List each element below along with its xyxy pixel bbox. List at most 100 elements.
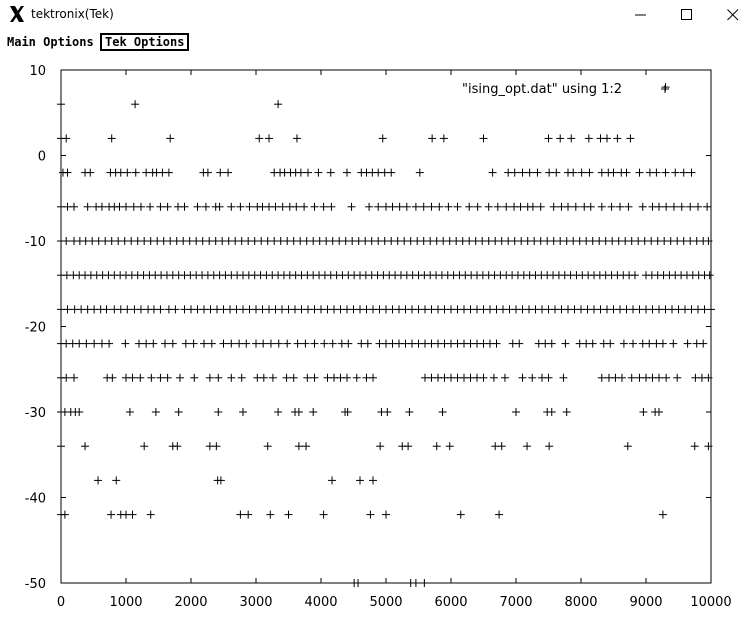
data-point [102,305,111,314]
data-point [189,339,198,348]
data-point [75,408,84,416]
data-point [328,339,337,348]
legend-marker-plus [661,85,669,93]
data-point [259,339,268,348]
data-point [227,202,236,211]
data-point [224,168,233,177]
data-point [343,373,351,382]
data-point [326,168,335,177]
data-point [619,339,628,348]
data-point [571,202,580,211]
data-point [661,168,670,177]
plot-area: 10 0 -10 -20 -30 -40 -50 0 1000 2000 3000 4000 5000… [25,64,732,610]
data-point [352,373,361,382]
data-point [239,408,247,416]
y-tick-label: -20 [25,321,46,336]
data-point [343,408,352,416]
data-point [203,168,212,177]
data-point [627,373,636,382]
data-point [705,271,714,280]
data-point [146,202,155,211]
data-point [492,339,501,348]
data-point [263,442,272,451]
close-button[interactable] [710,0,756,30]
data-point [147,373,156,382]
data-point [588,339,597,348]
x-tick-label: 0 [57,595,65,610]
data-point [679,168,688,177]
data-point [123,168,132,177]
data-point [122,202,130,211]
data-point [142,339,151,348]
data-point [515,339,524,348]
data-point [274,339,283,348]
data-point [686,202,695,211]
x-tick-label: 6000 [434,595,467,610]
data-point [502,202,511,211]
data-point [244,510,253,519]
data-point [347,202,356,211]
y-tick-label: 0 [38,150,46,165]
data-point [265,134,273,143]
data-point [63,305,72,314]
data-point [559,373,568,382]
x-logo-icon [10,6,24,22]
data-point [97,202,106,211]
data-point [310,202,319,211]
data-point [94,476,103,485]
data-point [617,373,626,382]
data-point [639,408,648,416]
data-point [545,442,554,451]
data-point [354,579,363,587]
x-tick-label: 10000 [690,595,731,610]
data-point [215,202,224,211]
data-point [655,408,663,416]
data-point [544,373,553,382]
data-point [622,168,631,177]
data-point [163,202,172,211]
data-point [303,373,312,382]
data-point [703,202,712,211]
data-point [669,339,678,348]
data-point [411,202,420,211]
menu-tek-options[interactable]: Tek Options [100,33,190,51]
data-point [193,202,202,211]
data-point [607,202,616,211]
data-point [274,408,283,416]
x-tick-label: 3000 [239,595,272,610]
data-point [107,134,116,143]
data-point [687,168,696,177]
data-point [296,168,305,177]
x-tick-label: 2000 [174,595,207,610]
data-point [283,339,292,348]
data-point [673,373,682,382]
data-point [259,373,268,382]
data-point [294,442,303,451]
data-point [268,373,277,382]
data-point [128,373,137,382]
maximize-button[interactable] [664,0,710,30]
data-point [227,373,236,382]
data-point [90,339,99,348]
menu-bar: Main Options Tek Options [0,32,756,52]
data-point [219,339,228,348]
minimize-button[interactable] [618,0,664,30]
data-point [616,202,624,211]
data-point [156,305,165,314]
data-point [320,339,329,348]
data-point [282,373,291,382]
data-point [525,168,534,177]
data-point [328,476,337,485]
legend-label: "ising_opt.dat" using 1:2 [462,82,622,97]
data-point [146,510,155,519]
menu-main-options[interactable]: Main Options [7,35,94,49]
data-point [655,202,663,211]
data-point [86,168,95,177]
data-point [435,202,444,211]
data-point [302,442,311,451]
data-point [569,168,578,177]
data-point [585,168,594,177]
data-point [683,339,692,348]
data-point [310,339,319,348]
data-point [488,168,497,177]
